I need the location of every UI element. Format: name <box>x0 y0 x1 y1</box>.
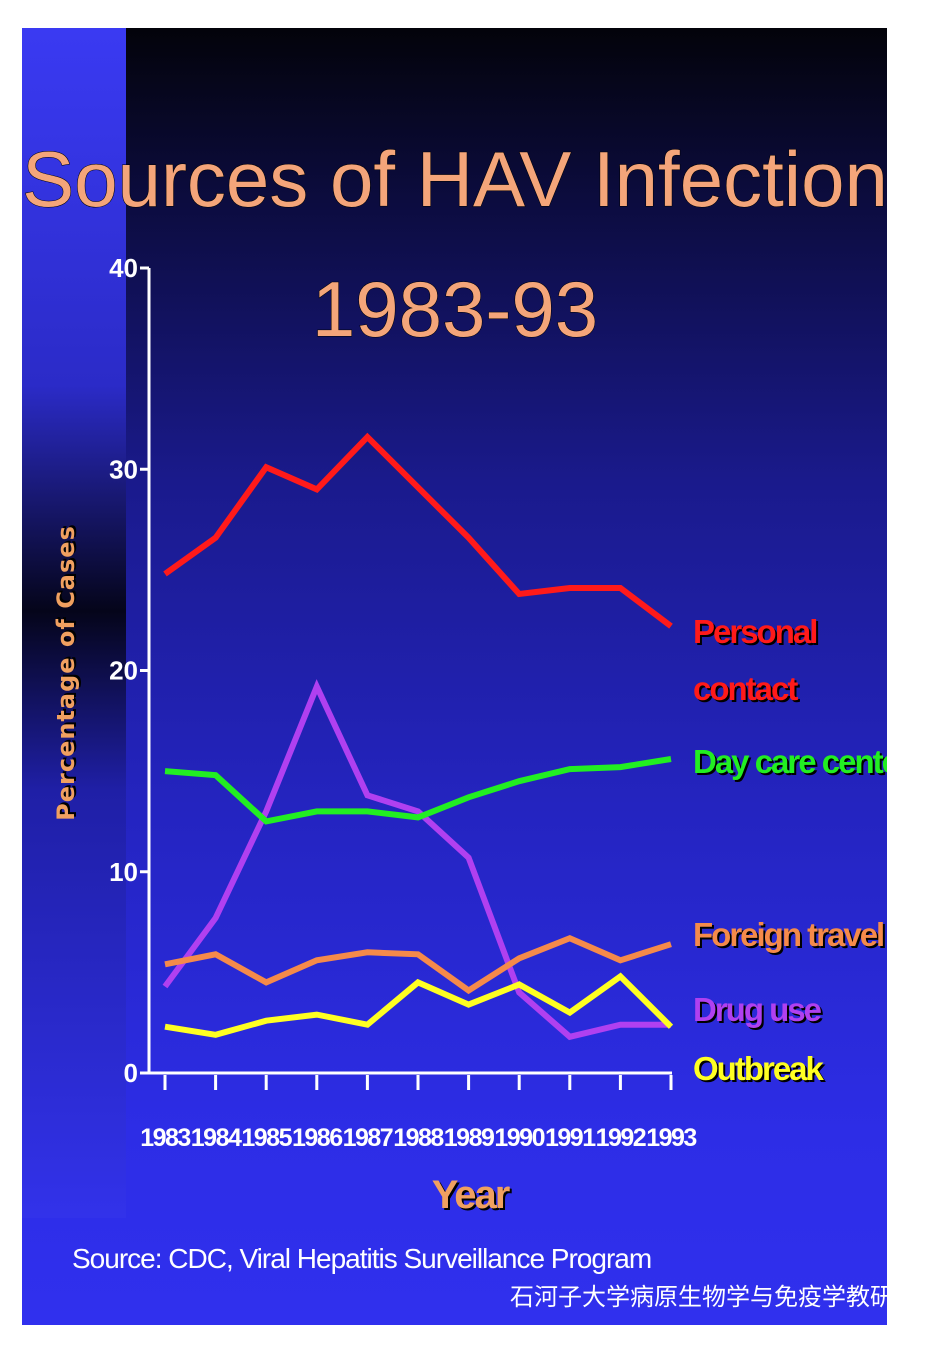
chart-title-line1: Sources of HAV Infection <box>22 135 887 223</box>
x-tick-label: 1985 <box>241 1124 292 1152</box>
series-label-shadow: Personal <box>695 615 818 652</box>
x-axis-title-shadow: Year <box>434 1175 512 1219</box>
x-tick-label: 1991 <box>545 1124 596 1152</box>
x-tick-label: 1983 <box>140 1124 190 1152</box>
series-label-shadow: Day care center <box>695 745 887 782</box>
series-label: Day care center <box>693 743 887 780</box>
y-axis-title-shadow: Percentage of Cases <box>54 523 82 819</box>
series-line-day-care-center <box>164 756 672 825</box>
y-tick-label: 30 <box>109 454 138 484</box>
watermark-text: 石河子大学病原生物学与免疫学教研室 <box>510 1283 887 1311</box>
series-label-shadow: Outbreak <box>695 1052 827 1089</box>
x-tick-label: 1984 <box>191 1124 242 1152</box>
series-label: Outbreak <box>693 1050 825 1087</box>
series-label: Drug use <box>693 991 822 1028</box>
series-label-shadow: Drug use <box>695 993 824 1030</box>
series-label: Personal <box>693 613 816 650</box>
series-line-drug-use <box>162 679 671 1041</box>
y-axis-title: Percentage of Cases <box>52 525 80 821</box>
series-label-shadow: contact <box>695 672 800 709</box>
series-line-personal-contact <box>163 432 673 629</box>
x-axis-title: Year <box>432 1173 510 1217</box>
hav-sources-line-chart: Sources of HAV Infection 1983-93 0 10 20 30… <box>22 135 887 1312</box>
x-tick-label: 1990 <box>494 1124 544 1152</box>
y-tick-label: 10 <box>109 857 138 887</box>
x-tick-group: 1983 1984 1985 1986 1987 1988 1989 1990 1991 1992… <box>140 1075 698 1152</box>
y-tick-label: 20 <box>109 656 138 686</box>
x-tick-label: 1988 <box>393 1124 444 1152</box>
series-label: Foreign travel <box>693 916 883 953</box>
y-tick-group: 0 10 20 30 40 <box>109 253 149 1088</box>
x-tick-label: 1986 <box>292 1124 342 1152</box>
series-line-outbreak <box>164 972 674 1038</box>
x-tick-label: 1987 <box>343 1124 393 1152</box>
chart-title-line2: 1983-93 <box>312 265 598 353</box>
left-accent-bar <box>22 28 126 1218</box>
y-tick-label: 0 <box>124 1058 138 1088</box>
x-tick-label: 1992 <box>596 1124 646 1152</box>
source-note: Source: CDC, Viral Hepatitis Surveillanc… <box>72 1243 651 1274</box>
y-tick-label: 40 <box>109 253 138 283</box>
x-tick-label: 1993 <box>646 1124 696 1152</box>
x-tick-label: 1989 <box>444 1124 494 1152</box>
series-label: contact <box>693 670 798 707</box>
slide-background: Sources of HAV Infection 1983-93 0 10 20 30… <box>22 28 887 1325</box>
series-lines <box>162 432 674 1041</box>
series-line-foreign-travel <box>164 934 672 995</box>
series-label-shadow: Foreign travel <box>695 918 885 955</box>
